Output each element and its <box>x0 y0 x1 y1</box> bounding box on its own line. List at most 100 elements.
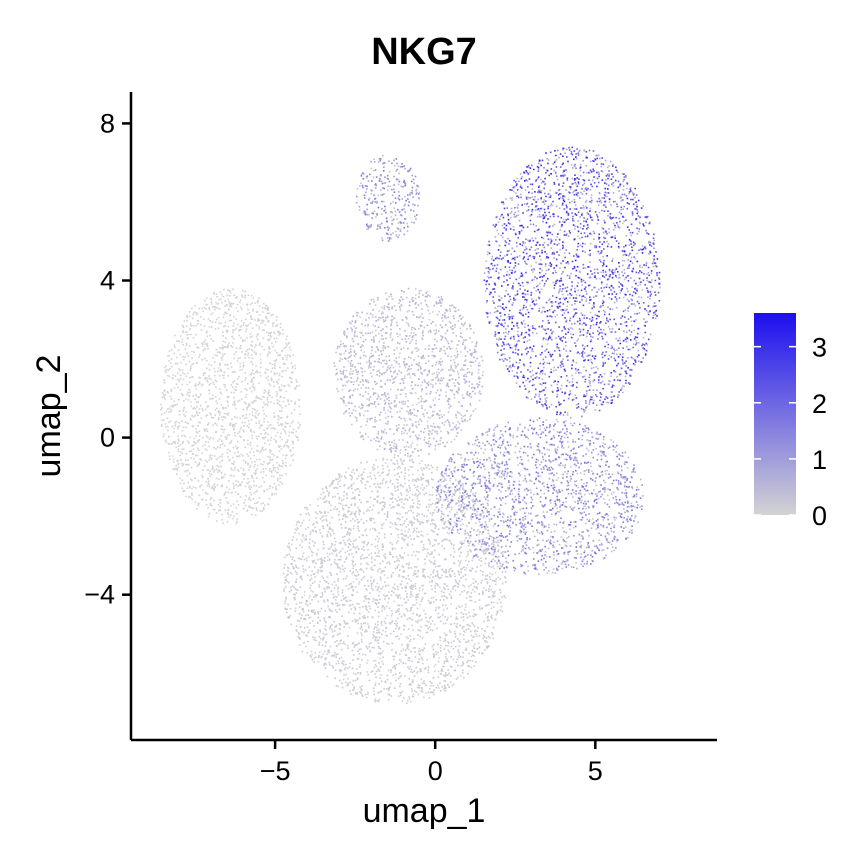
y-tick-label: 8 <box>100 108 115 138</box>
scatter-point-group <box>493 171 631 388</box>
scatter-point-group <box>404 179 607 530</box>
scatter-point-group <box>477 435 613 553</box>
scatter-point-group <box>457 183 608 528</box>
scatter-point-group <box>362 165 611 552</box>
scatter-point-group <box>485 170 604 372</box>
scatter-point-group <box>497 195 650 406</box>
scatter-point-group <box>347 209 635 560</box>
scatter-point-group <box>481 352 586 529</box>
scatter-point-group <box>515 244 571 396</box>
scatter-point-group <box>511 150 657 371</box>
scatter-point-group <box>286 165 507 703</box>
scatter-point-group <box>380 158 657 568</box>
scatter-point-group <box>504 463 604 518</box>
scatter-point-group <box>504 173 661 372</box>
scatter-point-group <box>492 170 640 381</box>
scatter-point-group <box>560 218 638 378</box>
scatter-point-group <box>393 152 647 533</box>
scatter-point-group <box>345 190 640 443</box>
scatter-point-group <box>347 169 658 571</box>
scatter-point-group <box>499 254 619 398</box>
scatter-point-group <box>366 169 625 554</box>
scatter-point-group <box>518 182 628 554</box>
scatter-point-group <box>535 195 592 399</box>
scatter-point-group <box>505 207 658 387</box>
scatter-point-group <box>500 181 647 351</box>
scatter-point-group <box>544 267 650 391</box>
scatter-point-group <box>342 214 636 532</box>
scatter-point-group <box>481 285 623 528</box>
scatter-point-group <box>585 189 632 385</box>
scatter-point-group <box>311 177 616 694</box>
scatter-point-group <box>283 459 504 703</box>
scatter-point-group <box>537 244 627 354</box>
scatter-point-group <box>377 162 643 568</box>
scatter-point-group <box>486 188 589 373</box>
color-legend: 0 1 2 3 <box>754 313 827 531</box>
scatter-point-group <box>497 166 655 395</box>
scatter-point-group <box>496 182 580 312</box>
legend-ticks: 0 1 2 3 <box>754 333 827 531</box>
scatter-point-group <box>578 228 647 393</box>
scatter-point-group <box>486 147 618 405</box>
scatter-point-group <box>341 155 648 575</box>
scatter-point-group <box>492 249 624 371</box>
scatter-point-group <box>499 148 635 384</box>
scatter-point-group <box>532 159 651 313</box>
scatter-point-group <box>479 475 594 563</box>
scatter-point-group <box>504 171 629 405</box>
scatter-point-group <box>333 154 639 572</box>
scatter-point-group <box>363 210 628 537</box>
scatter-point-group <box>488 194 655 555</box>
scatter-point-group <box>360 173 618 574</box>
scatter-point-group <box>502 178 644 305</box>
scatter-point-group <box>506 199 646 370</box>
scatter-point-group <box>546 192 644 410</box>
scatter-point-group <box>374 323 623 447</box>
scatter-point-group <box>287 298 502 691</box>
scatter-point-group <box>522 176 604 298</box>
scatter-point-group <box>366 208 644 550</box>
scatter-point-group <box>572 219 626 318</box>
scatter-point-group <box>489 197 587 369</box>
scatter-point-group <box>378 158 635 558</box>
scatter-point-group <box>455 215 621 560</box>
scatter-point-group <box>498 154 638 401</box>
scatter-point-group <box>364 170 638 569</box>
scatter-point-group <box>545 166 641 282</box>
scatter-point-group <box>515 151 656 355</box>
legend-tick-label: 3 <box>812 333 827 363</box>
scatter-point-group <box>521 185 639 339</box>
scatter-point-group <box>387 229 633 563</box>
scatter-point-group <box>343 302 472 456</box>
scatter-point-group <box>404 183 589 563</box>
scatter-point-group <box>404 218 555 553</box>
scatter-point-group <box>535 213 636 373</box>
scatter-point-group <box>508 174 643 373</box>
scatter-point-group <box>505 180 637 349</box>
legend-colorbar <box>754 313 796 515</box>
scatter-point-group <box>493 147 641 350</box>
scatter-point-group <box>390 165 651 561</box>
scatter-point-group <box>370 193 605 563</box>
scatter-point-group <box>527 164 644 396</box>
scatter-point-group <box>503 167 655 379</box>
scatter-point-group <box>340 211 644 548</box>
scatter-point-group <box>337 176 641 558</box>
y-tick-label: 4 <box>100 266 115 296</box>
scatter-point-group <box>397 178 657 554</box>
scatter-point-group <box>342 219 630 554</box>
scatter-point-group <box>399 230 630 566</box>
scatter-point-group <box>290 458 507 700</box>
scatter-point-group <box>473 215 629 562</box>
scatter-point-group <box>364 186 633 559</box>
scatter-point-group <box>495 158 613 404</box>
scatter-point-group <box>367 154 649 432</box>
scatter-point-group <box>335 164 657 553</box>
scatter-point-group <box>380 167 633 527</box>
scatter-point-group <box>349 170 652 446</box>
scatter-point-group <box>343 156 654 455</box>
y-tick-label: 0 <box>100 423 115 453</box>
scatter-point-group <box>160 288 301 525</box>
scatter-point-group <box>500 213 616 413</box>
